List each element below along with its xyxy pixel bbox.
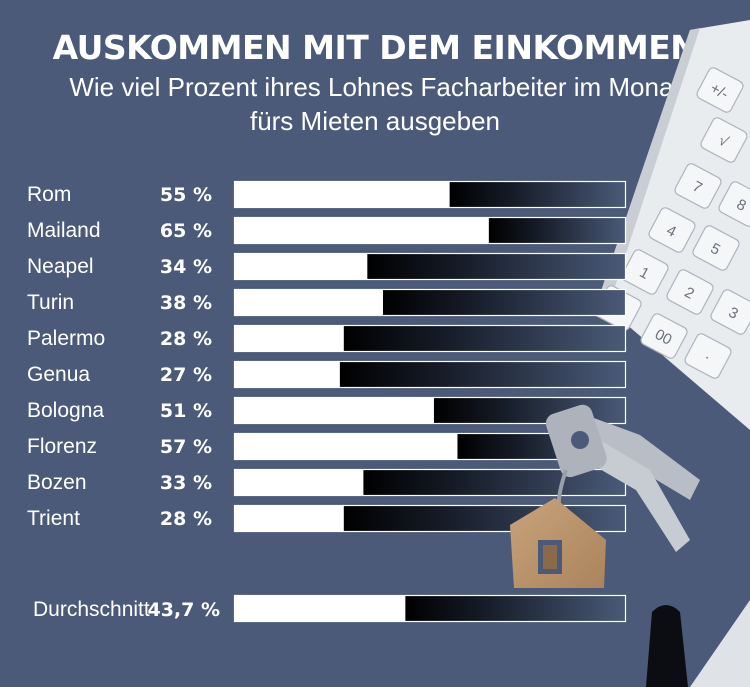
keys-illustration: [510, 404, 700, 588]
bar-outline: [233, 396, 627, 425]
bar-row-bologna: Bologna 51 %: [27, 396, 627, 425]
bar: [234, 397, 434, 424]
bar-row-mailand: Mailand 65 %: [27, 216, 627, 245]
average-bar-outline: [233, 594, 627, 623]
bar-track: [367, 253, 626, 280]
subtitle-line-1: Wie viel Prozent ihres Lohnes Facharbeit…: [69, 72, 681, 102]
average-value-label: 43,7 %: [147, 599, 220, 621]
bar-row-neapel: Neapel 34 %: [27, 252, 627, 281]
calculator-key: 1: [621, 249, 669, 295]
bar-track: [488, 217, 626, 244]
bar-row-rom: Rom 55 %: [27, 180, 627, 209]
bar: [234, 505, 344, 532]
category-label: Bozen: [27, 471, 87, 494]
bar-outline: [233, 180, 627, 209]
bar: [234, 469, 364, 496]
chart-subtitle: Wie viel Prozent ihres Lohnes Facharbeit…: [60, 70, 690, 138]
bar-outline: [233, 324, 627, 353]
subtitle-line-2: fürs Mieten ausgeben: [249, 106, 501, 136]
calculator-key: +/-: [696, 67, 744, 113]
calculator-key: √: [700, 117, 748, 163]
bar: [234, 289, 383, 316]
value-label: 57 %: [160, 436, 212, 458]
bar-outline: [233, 288, 627, 317]
calculator-key: ·: [684, 333, 732, 379]
pen-illustration: [646, 600, 750, 687]
value-label: 65 %: [160, 220, 212, 242]
value-label: 51 %: [160, 400, 212, 422]
calculator-key: 3: [710, 289, 750, 335]
category-label: Trient: [27, 507, 80, 530]
bar: [234, 181, 450, 208]
category-label: Turin: [27, 291, 74, 314]
calculator-key: 4: [648, 207, 696, 253]
value-label: 55 %: [160, 184, 212, 206]
bar-outline: [233, 504, 627, 533]
bar-outline: [233, 216, 627, 245]
category-label: Genua: [27, 363, 90, 386]
bar: [234, 433, 458, 460]
bars-group: Rom 55 % Mailand 65 % Neapel 34 % Turin 38 % Pal…: [27, 180, 627, 533]
category-label: Florenz: [27, 435, 97, 458]
bar-row-bozen: Bozen 33 %: [27, 468, 627, 497]
calculator-key: 5: [692, 225, 740, 271]
bar: [234, 217, 489, 244]
bar-track: [343, 325, 626, 352]
chart-title: AUSKOMMEN MIT DEM EINKOMMEN: [52, 28, 698, 67]
value-label: 27 %: [160, 364, 212, 386]
bar: [234, 325, 344, 352]
value-label: 28 %: [160, 508, 212, 530]
value-label: 38 %: [160, 292, 212, 314]
value-label: 33 %: [160, 472, 212, 494]
bar-track: [339, 361, 626, 388]
value-label: 28 %: [160, 328, 212, 350]
bar-row-florenz: Florenz 57 %: [27, 432, 627, 461]
bar: [234, 253, 368, 280]
bar-row-turin: Turin 38 %: [27, 288, 627, 317]
category-label: Rom: [27, 183, 71, 206]
average-bar-track: [405, 595, 626, 622]
bar-row-genua: Genua 27 %: [27, 360, 627, 389]
calculator-key: 00: [640, 313, 688, 359]
bar-row-palermo: Palermo 28 %: [27, 324, 627, 353]
average-bar: [234, 595, 406, 622]
average-label: Durchschnitt: [33, 598, 150, 621]
category-label: Palermo: [27, 327, 105, 350]
bar-track: [382, 289, 626, 316]
calculator-keys: +/-√7845123000·: [594, 67, 750, 379]
bar-outline: [233, 360, 627, 389]
calculator-key: 2: [666, 269, 714, 315]
svg-text:+/-: +/-: [707, 80, 731, 103]
bar: [234, 361, 340, 388]
bar-track: [363, 469, 626, 496]
category-label: Bologna: [27, 399, 104, 422]
calculator-key: 7: [674, 163, 722, 209]
svg-text:00: 00: [652, 326, 675, 349]
value-label: 34 %: [160, 256, 212, 278]
bar-outline: [233, 252, 627, 281]
category-label: Mailand: [27, 219, 101, 242]
category-label: Neapel: [27, 255, 94, 278]
bar-track: [449, 181, 626, 208]
